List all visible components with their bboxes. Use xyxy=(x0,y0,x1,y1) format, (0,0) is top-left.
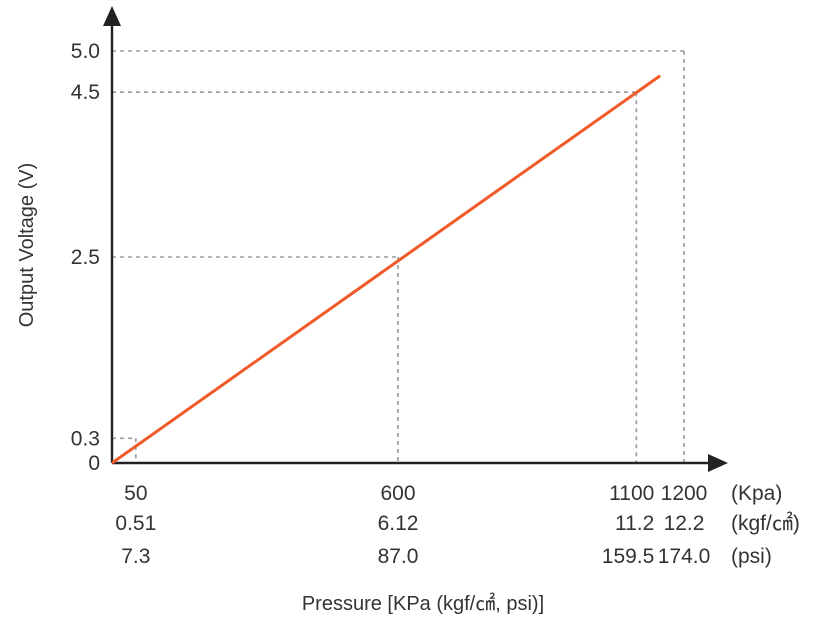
x-tick-label-kpa: 50 xyxy=(124,482,147,505)
y-axis-arrow-icon xyxy=(103,6,121,26)
x-tick-label-psi: 174.0 xyxy=(658,545,711,568)
x-tick-label-kpa: 1100 xyxy=(609,482,654,505)
x-unit-label: (kgf/㎠) xyxy=(731,511,800,535)
x-unit-label: (psi) xyxy=(731,545,772,568)
x-tick-label-kgf: 12.2 xyxy=(664,512,705,535)
x-axis-arrow-icon xyxy=(708,454,728,472)
y-axis-title: Output Voltage (V) xyxy=(16,163,38,328)
x-tick-label-psi: 7.3 xyxy=(121,545,150,568)
series-line xyxy=(111,74,662,465)
x-tick-label-kgf: 11.2 xyxy=(615,512,654,535)
y-tick-label: 0 xyxy=(88,452,100,475)
x-tick-label-psi: 159.5 xyxy=(602,545,655,568)
x-tick-labels: 50 0.51 7.3 600 6.12 87.0 1100 11.2 159.5 1200 12.… xyxy=(115,482,710,568)
y-tick-label: 0.3 xyxy=(71,427,100,450)
y-tick-labels: 00.3 2.5 4.5 5.0 xyxy=(71,40,100,475)
y-tick-label: 5.0 xyxy=(71,40,100,63)
x-tick-label-kgf: 0.51 xyxy=(115,512,156,535)
x-tick-label-kpa: 1200 xyxy=(661,482,708,505)
series-lines xyxy=(111,74,662,465)
x-tick-label-kpa: 600 xyxy=(380,482,415,505)
reference-gridlines xyxy=(112,50,685,463)
x-tick-label-psi: 87.0 xyxy=(378,545,419,568)
y-tick-label: 4.5 xyxy=(71,81,100,104)
axes xyxy=(103,6,728,472)
x-tick-label-kgf: 6.12 xyxy=(378,512,419,535)
x-axis-title: Pressure [KPa (kgf/㎠, psi)] xyxy=(302,591,544,615)
x-unit-labels: (Kpa) (kgf/㎠) (psi) xyxy=(731,482,800,568)
x-unit-label: (Kpa) xyxy=(731,482,782,505)
y-tick-label: 2.5 xyxy=(71,246,100,269)
